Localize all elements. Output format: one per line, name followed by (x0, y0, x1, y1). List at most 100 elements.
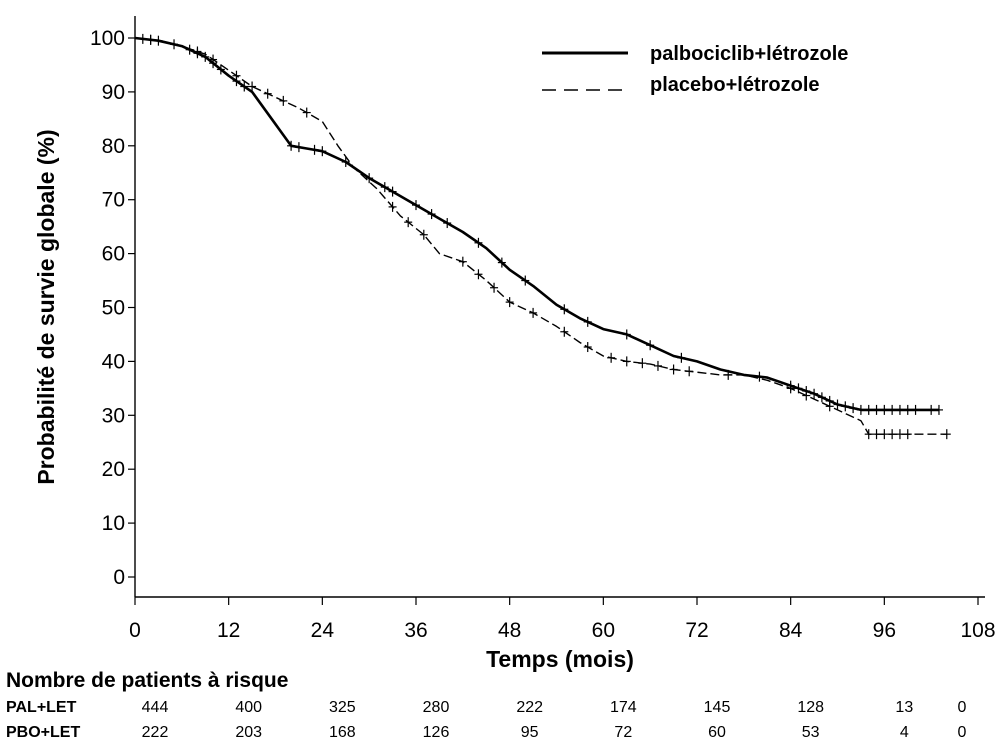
censor-mark (216, 64, 225, 75)
censor-mark (888, 429, 897, 440)
risk-count: 222 (516, 699, 543, 716)
censor-mark (895, 429, 904, 440)
risk-count: 72 (614, 724, 632, 741)
censor-mark (310, 144, 319, 155)
censor-mark (872, 404, 881, 415)
risk-table: PAL+LET 444 400 325 280 222 174 145 128 13 0 PBO+LE… (6, 699, 967, 741)
y-tick-label: 60 (102, 243, 125, 266)
risk-count: 4 (900, 724, 909, 741)
censor-mark (607, 352, 616, 363)
censor-mark (497, 257, 506, 268)
x-tick-label: 48 (498, 619, 521, 642)
y-tick-label: 20 (102, 458, 125, 481)
risk-count: 325 (329, 699, 356, 716)
y-axis-label: Probabilité de survie globale (%) (33, 129, 59, 484)
y-tick-label: 0 (113, 566, 125, 589)
censor-mark (248, 81, 257, 92)
censor-mark (521, 275, 530, 286)
risk-count: 53 (802, 724, 820, 741)
censor-mark (903, 404, 912, 415)
censor-mark (458, 256, 467, 267)
censor-mark (365, 173, 374, 184)
series-line-palbociclib (134, 36, 939, 412)
censor-mark (412, 200, 420, 211)
censor-mark (817, 392, 826, 403)
censor-mark (622, 329, 631, 340)
y-tick-label: 30 (102, 404, 125, 427)
censor-mark (786, 383, 795, 394)
censor-mark (864, 429, 873, 440)
x-tick-label: 12 (217, 619, 240, 642)
censor-mark (474, 237, 483, 248)
y-tick-label: 100 (90, 27, 125, 50)
censor-mark (638, 358, 647, 369)
censor-marks (138, 33, 951, 440)
risk-count: 13 (895, 699, 913, 716)
risk-count: 145 (704, 699, 731, 716)
risk-table-title: Nombre de patients à risque (6, 669, 288, 692)
y-tick-label: 70 (102, 189, 125, 212)
censor-mark (927, 404, 936, 415)
risk-count: 444 (142, 699, 169, 716)
censor-mark (201, 51, 210, 62)
y-tick-label: 90 (102, 81, 125, 104)
censor-mark (404, 217, 413, 228)
censor-mark (888, 404, 897, 415)
censor-mark (583, 316, 592, 327)
risk-count: 174 (610, 699, 637, 716)
censor-mark (490, 282, 499, 293)
censor-mark (911, 404, 920, 415)
censor-mark (505, 297, 514, 308)
censor-mark (583, 342, 592, 353)
risk-row-label: PBO+LET (6, 724, 80, 741)
censor-mark (138, 33, 147, 44)
censor-mark (802, 390, 811, 401)
censor-mark (529, 307, 538, 318)
censor-mark (209, 54, 218, 65)
risk-count: 168 (329, 724, 356, 741)
censor-mark (154, 35, 163, 46)
censor-mark (903, 429, 912, 440)
censor-mark (388, 186, 397, 197)
censor-mark (419, 229, 428, 240)
risk-count: 203 (235, 724, 262, 741)
censor-mark (677, 352, 686, 363)
risk-count: 60 (708, 724, 726, 741)
censor-mark (810, 388, 819, 399)
risk-count: 126 (423, 724, 450, 741)
risk-row-label: PAL+LET (6, 699, 77, 716)
censor-mark (669, 364, 678, 375)
risk-count: 0 (958, 699, 967, 716)
censor-mark (560, 304, 569, 315)
x-tick-label: 96 (873, 619, 896, 642)
censor-mark (185, 44, 194, 55)
risk-count: 0 (958, 724, 967, 741)
y-axis-ticks: 0 10 20 30 40 50 60 70 80 90 100 (90, 27, 135, 589)
censor-mark (849, 403, 858, 414)
censor-mark (872, 429, 881, 440)
censor-mark (622, 356, 631, 367)
series-layer (134, 36, 947, 435)
censor-mark (880, 429, 889, 440)
risk-count: 95 (521, 724, 539, 741)
censor-mark (841, 401, 850, 412)
censor-mark (755, 371, 764, 382)
censor-mark (833, 399, 842, 410)
risk-count: 280 (423, 699, 450, 716)
censor-mark (388, 201, 397, 212)
x-tick-label: 108 (960, 619, 995, 642)
censor-mark (646, 340, 655, 351)
x-tick-label: 0 (129, 619, 141, 642)
x-tick-label: 84 (779, 619, 803, 642)
legend: palbociclib+létrozole placebo+létrozole (542, 43, 848, 96)
x-tick-label: 36 (404, 619, 427, 642)
censor-mark (942, 429, 951, 440)
y-tick-label: 50 (102, 297, 125, 320)
censor-mark (895, 404, 904, 415)
risk-count: 222 (142, 724, 169, 741)
censor-mark (825, 401, 834, 412)
censor-mark (856, 404, 865, 415)
x-tick-label: 72 (685, 619, 708, 642)
censor-mark (653, 360, 662, 371)
